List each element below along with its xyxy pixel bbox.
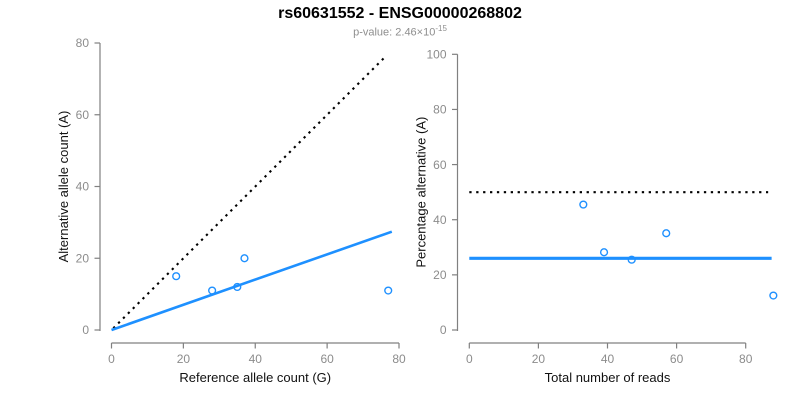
y-tick-label: 80 <box>76 36 90 50</box>
data-point <box>769 291 778 300</box>
data-point <box>240 254 249 263</box>
x-axis-label: Reference allele count (G) <box>179 370 331 385</box>
x-tick-label: 40 <box>601 352 615 366</box>
data-point <box>172 272 181 281</box>
percentage-alternative-scatter: 0 20 40 60 80 100 0 20 40 60 80 Total number of rea… <box>414 48 778 385</box>
y-tick-label: 0 <box>440 323 447 337</box>
x-tick-label: 80 <box>739 352 753 366</box>
data-point <box>384 286 393 295</box>
data-point <box>579 200 588 209</box>
allele-counts-scatter: 0 20 40 60 80 0 20 40 60 80 Reference allele count… <box>56 36 406 385</box>
x-tick-label: 20 <box>177 352 191 366</box>
p-value-subtitle: p-value: 2.46×10-15 <box>0 24 800 39</box>
y-tick-label: 20 <box>76 251 90 265</box>
x-tick-label: 60 <box>670 352 684 366</box>
data-point <box>662 229 671 238</box>
data-point <box>599 248 609 257</box>
data-point <box>208 286 217 295</box>
data-point <box>627 255 636 264</box>
x-tick-label: 80 <box>392 352 406 366</box>
y-tick-label: 20 <box>433 268 447 282</box>
y-tick-label: 40 <box>76 180 90 194</box>
y-axis-label: Percentage alternative (A) <box>414 117 429 268</box>
p-value-text: p-value: 2.46×10 <box>353 26 436 39</box>
x-axis-label: Total number of reads <box>545 370 671 385</box>
page-title: rs60631552 - ENSG00000268802 <box>278 5 522 22</box>
y-tick-label: 60 <box>76 108 90 122</box>
y-tick-label: 40 <box>433 213 447 227</box>
y-tick-label: 60 <box>433 158 447 172</box>
x-tick-label: 0 <box>466 352 473 366</box>
x-tick-label: 60 <box>320 352 334 366</box>
identity-line <box>112 54 388 329</box>
x-tick-label: 40 <box>249 352 263 366</box>
x-tick-label: 0 <box>108 352 115 366</box>
p-value-exponent: -15 <box>435 24 447 33</box>
data-point <box>233 282 242 292</box>
x-tick-label: 20 <box>532 352 546 366</box>
y-tick-label: 0 <box>82 323 89 337</box>
y-tick-label: 80 <box>433 103 447 117</box>
y-axis-label: Alternative allele count (A) <box>56 111 71 263</box>
mean-ratio-line <box>111 230 393 332</box>
y-tick-label: 100 <box>426 48 446 62</box>
